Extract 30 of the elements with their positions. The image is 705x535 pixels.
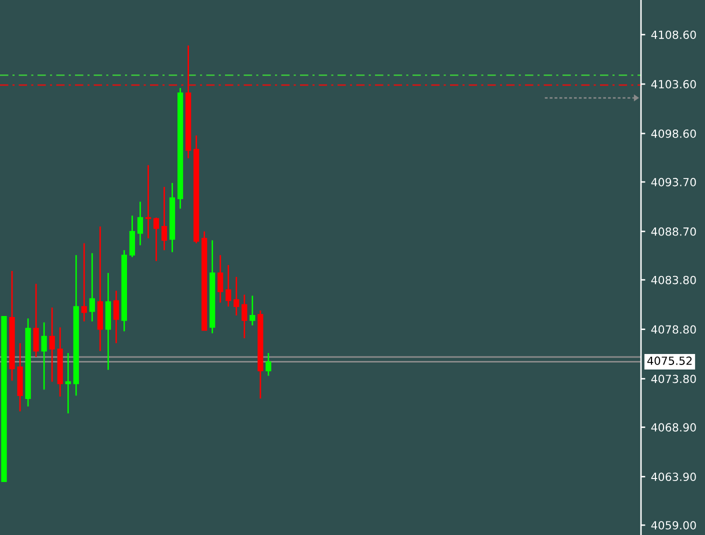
candlestick [113, 290, 120, 344]
y-tick-label: 4078.80 [651, 325, 696, 334]
candlestick [137, 201, 144, 246]
candlestick [129, 214, 136, 258]
candlestick [65, 352, 71, 414]
candlestick [226, 264, 232, 308]
y-tick-label: 4083.80 [651, 276, 696, 284]
y-tick-label: 4073.80 [651, 374, 696, 384]
y-tick-label: 4098.60 [651, 129, 696, 138]
y-tick-label: 4059.00 [651, 521, 696, 530]
candlestick [242, 294, 248, 339]
candlestick [89, 252, 95, 322]
candlestick [234, 276, 240, 316]
y-tick-label: 4063.90 [651, 472, 696, 482]
candlestick [145, 164, 152, 240]
y-tick-label: 4103.60 [651, 80, 696, 88]
candlestick [81, 242, 87, 322]
y-tick-label: 4093.70 [651, 178, 696, 186]
candlestick [218, 254, 224, 304]
candlestick [41, 322, 47, 390]
candlestick [49, 306, 55, 382]
y-tick-label: 4088.70 [651, 227, 696, 236]
y-tick-label: 4108.60 [651, 30, 696, 39]
candlestick [266, 352, 272, 376]
candlestick [33, 283, 39, 358]
candlestick [153, 216, 160, 262]
candlestick [161, 186, 168, 251]
y-tick-label: 4068.90 [651, 423, 696, 432]
candlestick [250, 294, 256, 326]
ref-line-label: 4075.52 [647, 356, 692, 365]
